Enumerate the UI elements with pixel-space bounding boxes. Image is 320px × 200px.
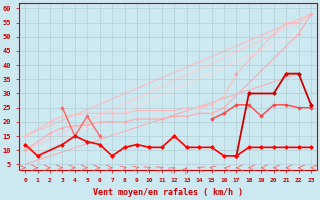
X-axis label: Vent moyen/en rafales ( km/h ): Vent moyen/en rafales ( km/h ) <box>93 188 243 197</box>
